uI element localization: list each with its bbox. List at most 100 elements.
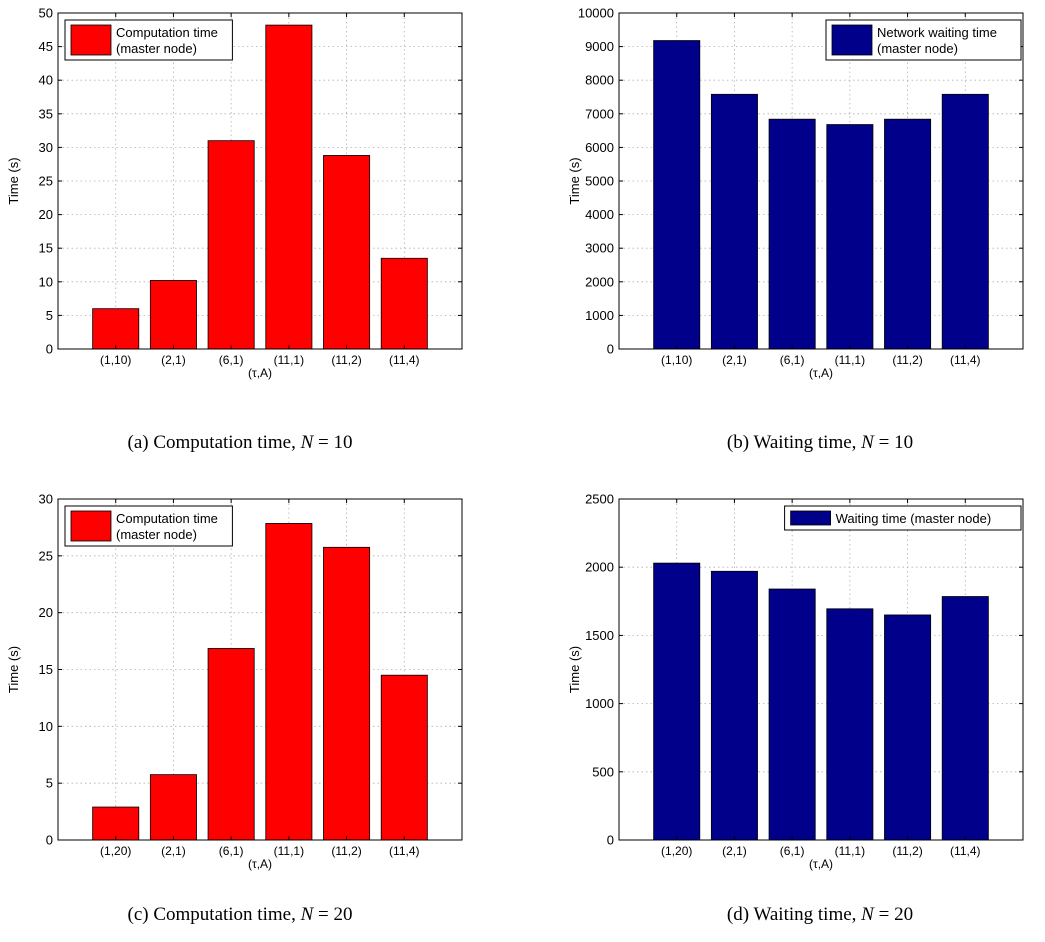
bar — [265, 523, 313, 841]
caption-math-value: = 10 — [313, 432, 353, 453]
bar — [92, 806, 140, 841]
bar — [884, 614, 932, 841]
y-tick-label: 4000 — [585, 207, 614, 222]
bar — [710, 570, 758, 841]
x-tick-label: (11,1) — [274, 844, 304, 858]
legend-label: Computation time — [116, 25, 218, 40]
x-tick-label: (11,4) — [950, 844, 980, 858]
y-tick-label: 500 — [592, 764, 614, 779]
y-tick-label: 5 — [46, 308, 53, 323]
bar — [653, 562, 701, 841]
legend: Computation time(master node) — [64, 19, 233, 61]
y-tick-label: 50 — [39, 6, 53, 21]
bar — [380, 674, 428, 841]
panel-caption-a: (a) Computation time, N = 10 — [40, 432, 440, 454]
x-axis-label: (τ,A) — [809, 857, 833, 871]
y-tick-label: 8000 — [585, 73, 614, 88]
plot-frame — [618, 498, 1024, 841]
legend-label: (master node) — [116, 527, 197, 542]
caption-prefix: (d) Waiting time, — [726, 904, 862, 925]
y-tick-label: 20 — [39, 605, 53, 620]
x-tick-label: (11,1) — [274, 353, 304, 367]
y-tick-label: 1000 — [585, 308, 614, 323]
x-tick-label: (6,1) — [780, 844, 805, 858]
y-tick-label: 2500 — [585, 492, 614, 507]
legend: Network waiting time(master node) — [825, 19, 1022, 61]
x-axis-label: (τ,A) — [248, 857, 272, 871]
x-tick-label: (11,2) — [892, 844, 922, 858]
panel-caption-d: (d) Waiting time, N = 20 — [620, 904, 1020, 926]
y-tick-label: 45 — [39, 39, 53, 54]
legend-swatch — [831, 24, 873, 56]
caption-math-variable: N — [300, 904, 314, 925]
y-axis-label: Time (s) — [6, 157, 21, 204]
chart-panel-b: 0 1000 2000 3000 4000 5000 6000 7000 8000 9000 100… — [567, 6, 1024, 380]
legend: Computation time(master node) — [64, 505, 233, 547]
bar — [941, 596, 989, 841]
caption-math-variable: N — [861, 432, 874, 453]
y-tick-label: 10000 — [578, 6, 614, 21]
x-tick-label: (6,1) — [219, 353, 244, 367]
bar — [884, 118, 932, 350]
y-tick-label: 3000 — [585, 241, 614, 256]
x-tick-label: (1,10) — [100, 353, 131, 367]
bar — [265, 24, 313, 350]
y-axis-label: Time (s) — [567, 157, 582, 204]
x-tick-label: (11,1) — [835, 353, 865, 367]
y-tick-label: 1500 — [585, 628, 614, 643]
x-axis-label: (τ,A) — [248, 366, 272, 380]
legend-label: Network waiting time — [877, 25, 997, 40]
x-tick-label: (2,1) — [161, 844, 186, 858]
legend-swatch — [70, 24, 112, 56]
legend-label: Computation time — [116, 511, 218, 526]
bar — [207, 648, 255, 841]
x-axis-label: (τ,A) — [809, 366, 833, 380]
bar — [826, 124, 874, 350]
caption-math-variable: N — [300, 432, 314, 453]
x-tick-label: (6,1) — [219, 844, 244, 858]
bar — [710, 93, 758, 350]
legend-swatch — [790, 510, 831, 526]
x-tick-label: (6,1) — [780, 353, 805, 367]
bar — [323, 546, 371, 841]
x-tick-label: (11,2) — [892, 353, 922, 367]
y-tick-label: 7000 — [585, 106, 614, 121]
x-tick-label: (1,20) — [100, 844, 131, 858]
x-tick-label: (11,4) — [389, 353, 419, 367]
x-tick-label: (2,1) — [161, 353, 186, 367]
caption-math-value: = 10 — [873, 432, 914, 453]
y-tick-label: 6000 — [585, 140, 614, 155]
legend-label: Waiting time (master node) — [836, 511, 992, 526]
caption-prefix: (a) Computation time, — [127, 432, 301, 453]
y-axis-label: Time (s) — [567, 646, 582, 693]
x-tick-label: (11,2) — [331, 844, 361, 858]
y-tick-label: 30 — [39, 140, 53, 155]
bar — [768, 588, 816, 841]
chart-panel-d: 0 500 1000 1500 2000 2500 (1,20) (2,1) (6,1) (11,… — [567, 492, 1024, 871]
chart-panel-c: 0 5 10 15 20 25 30 (1,20) (2,1) (6,1) (11,1) (11,2)… — [6, 492, 463, 871]
legend-label: (master node) — [877, 41, 958, 56]
caption-math-value: = 20 — [313, 904, 353, 925]
caption-prefix: (c) Computation time, — [127, 904, 301, 925]
panel-caption-c: (c) Computation time, N = 20 — [40, 904, 440, 926]
bar — [941, 93, 989, 350]
caption-math-variable: N — [861, 904, 874, 925]
caption-math-value: = 20 — [873, 904, 914, 925]
legend: Waiting time (master node) — [784, 505, 1022, 531]
bar — [149, 774, 197, 841]
y-tick-label: 0 — [46, 833, 53, 848]
y-tick-label: 9000 — [585, 39, 614, 54]
y-tick-label: 10 — [39, 274, 53, 289]
y-tick-label: 25 — [39, 174, 53, 189]
y-tick-label: 15 — [39, 241, 53, 256]
y-tick-label: 1000 — [585, 696, 614, 711]
bar — [92, 308, 140, 350]
y-tick-label: 30 — [39, 492, 53, 507]
x-tick-label: (1,10) — [661, 353, 692, 367]
bar — [380, 257, 428, 350]
y-tick-label: 2000 — [585, 560, 614, 575]
bar — [149, 280, 197, 350]
legend-swatch — [70, 510, 112, 542]
bar — [826, 608, 874, 841]
